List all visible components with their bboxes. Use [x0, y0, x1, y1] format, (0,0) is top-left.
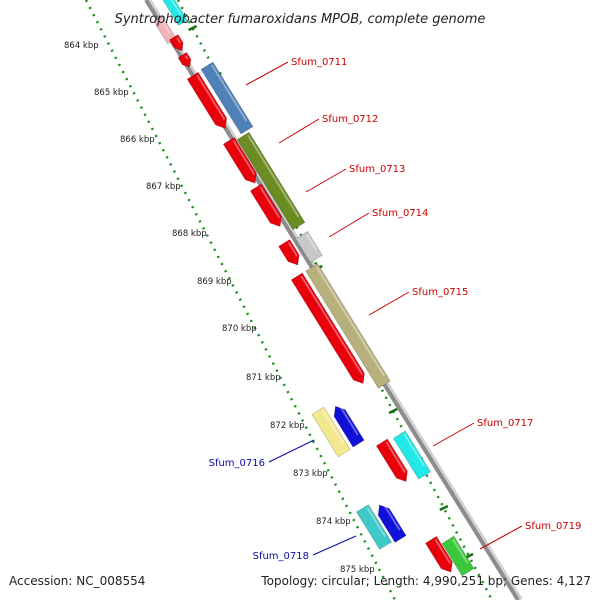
major-tick — [439, 504, 449, 512]
label-leader-line — [479, 525, 523, 550]
ruler-label: 872 kbp — [270, 421, 305, 431]
cds-gene — [290, 272, 365, 384]
label-leader-line — [245, 61, 289, 86]
feature-block — [356, 504, 392, 550]
feature-block — [200, 61, 254, 135]
ruler-label: 867 kbp — [146, 182, 181, 192]
ruler-label: 874 kbp — [316, 517, 351, 527]
cds-gene — [333, 405, 365, 448]
cds-gene — [177, 52, 192, 68]
ruler-label: 875 kbp — [340, 565, 375, 575]
label-leaders — [245, 61, 523, 556]
gene-label[interactable]: Sfum_0714 — [372, 208, 428, 219]
ruler-label: 873 kbp — [293, 469, 328, 479]
ruler-labels: 864 kbp 865 kbp 866 kbp 867 kbp 868 kbp 869 k… — [64, 41, 375, 575]
cds-fragment — [153, 15, 177, 45]
gene-label[interactable]: Sfum_0719 — [525, 521, 581, 532]
feature-block — [311, 406, 351, 458]
ruler-label: 869 kbp — [197, 277, 232, 287]
label-leader-line — [328, 212, 370, 238]
gene-label[interactable]: Sfum_0718 — [253, 551, 309, 562]
label-leader-line — [278, 118, 320, 144]
gene-label[interactable]: Sfum_0711 — [291, 57, 347, 68]
ruler-label: 865 kbp — [94, 88, 129, 98]
gene-labels: Sfum_0711 Sfum_0712 Sfum_0713 Sfum_0714 Sfum… — [209, 57, 582, 562]
genome-title: Syntrophobacter fumaroxidans MPOB, compl… — [115, 12, 486, 27]
ruler-label: 870 kbp — [222, 324, 257, 334]
label-leader-line — [312, 535, 357, 556]
label-leader-line — [432, 422, 475, 447]
accession-text: Accession: NC_008554 — [9, 574, 146, 588]
gene-label[interactable]: Sfum_0715 — [412, 287, 468, 298]
cds-gene — [278, 239, 300, 266]
gene-label[interactable]: Sfum_0712 — [322, 114, 378, 125]
cds-gene — [377, 504, 407, 543]
label-leader-line — [268, 439, 315, 463]
major-tick — [388, 407, 398, 415]
ruler-line — [84, 0, 397, 600]
label-leader-line — [305, 168, 347, 193]
ruler-label: 866 kbp — [120, 135, 155, 145]
cds-gene — [375, 438, 408, 482]
genome-summary: Topology: circular; Length: 4,990,251 bp… — [261, 574, 591, 588]
gene-features — [153, 0, 475, 577]
feature-block — [162, 0, 188, 26]
ruler-ticks — [84, 0, 494, 600]
ruler-label: 871 kbp — [246, 373, 281, 383]
feature-block — [441, 535, 475, 577]
major-tick — [188, 24, 198, 32]
feature-block — [305, 263, 391, 389]
gene-label[interactable]: Sfum_0713 — [349, 164, 405, 175]
gene-label[interactable]: Sfum_0717 — [477, 418, 533, 429]
feature-block — [392, 430, 432, 480]
gene-label[interactable]: Sfum_0716 — [209, 458, 265, 469]
cds-gene — [169, 34, 184, 52]
cds-gene — [222, 136, 257, 184]
cds-gene — [425, 536, 453, 573]
cds-gene — [186, 71, 227, 129]
label-leader-line — [368, 291, 410, 316]
ruler-label: 864 kbp — [64, 41, 99, 51]
feature-block — [295, 230, 323, 264]
cds-gene — [249, 183, 282, 227]
ruler-label: 868 kbp — [172, 229, 207, 239]
feature-block — [236, 131, 306, 231]
